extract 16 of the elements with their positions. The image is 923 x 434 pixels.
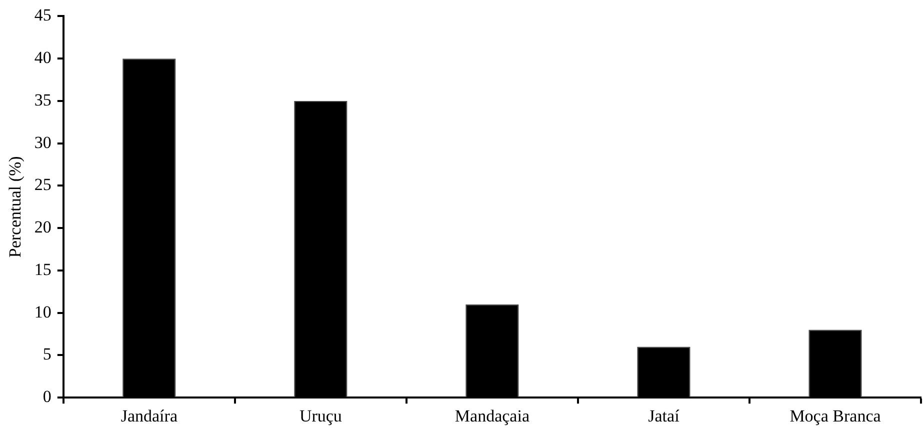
y-axis-title: Percentual (%)	[6, 156, 25, 258]
x-tick-label: Uruçu	[299, 406, 342, 426]
x-tick-label: Mandaçaia	[454, 406, 530, 426]
y-tick-label: 0	[42, 387, 52, 406]
y-tick-label: 30	[34, 132, 52, 152]
y-tick-label: 15	[34, 260, 52, 279]
y-tick-label: 5	[42, 344, 52, 364]
y-tick-label: 40	[34, 48, 52, 68]
x-tick-label: Jandaíra	[120, 406, 178, 426]
y-tick-label: 45	[34, 6, 52, 25]
y-tick-label: 10	[34, 302, 52, 322]
x-tick-label: Jataí	[648, 406, 680, 426]
y-tick-label: 35	[34, 90, 52, 110]
y-tick-label: 25	[34, 175, 52, 194]
y-tick-label: 20	[34, 218, 52, 237]
x-tick-label: Moça Branca	[790, 406, 882, 426]
